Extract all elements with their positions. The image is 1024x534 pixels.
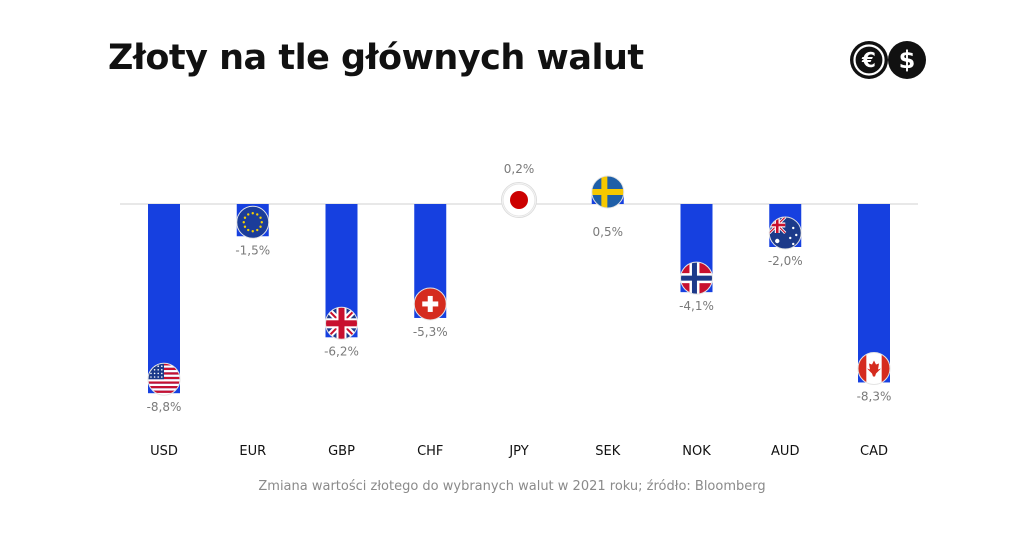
svg-text:$: $	[899, 46, 916, 74]
flag-ring	[680, 261, 713, 295]
norway-flag-icon	[680, 262, 713, 295]
canada-flag-icon	[858, 352, 890, 385]
flag-ring	[147, 362, 181, 396]
uk-flag-icon	[325, 307, 358, 340]
value-label-eur: -1,5%	[235, 243, 270, 257]
japan-flag-icon	[503, 184, 535, 216]
chart-footnote: Zmiana wartości złotego do wybranych wal…	[258, 479, 766, 494]
flag-ring	[413, 287, 447, 321]
flag-ring	[591, 175, 625, 209]
category-label-chf: CHF	[417, 444, 443, 459]
category-label-nok: NOK	[682, 444, 711, 459]
category-label-cad: CAD	[860, 444, 888, 459]
eu-flag-icon	[236, 206, 269, 239]
category-label-jpy: JPY	[508, 444, 528, 459]
value-label-sek: 0,5%	[593, 225, 624, 239]
currency-euro-dollar-icon: € $	[850, 41, 926, 79]
category-label-gbp: GBP	[328, 444, 355, 459]
chart-title: Złoty na tle głównych walut	[108, 38, 644, 78]
flag-ring	[325, 306, 358, 340]
flag-ring	[236, 205, 270, 239]
swiss-flag-icon	[414, 287, 447, 320]
value-label-cad: -8,3%	[857, 389, 892, 403]
flag-ring	[857, 351, 891, 385]
bar-usd	[148, 204, 180, 394]
flag-ring	[502, 183, 536, 217]
value-label-chf: -5,3%	[413, 325, 448, 339]
sweden-flag-icon	[591, 176, 624, 208]
category-label-eur: EUR	[239, 444, 266, 459]
value-label-aud: -2,0%	[768, 254, 803, 268]
value-label-usd: -8,8%	[147, 400, 182, 414]
flag-ring	[768, 216, 802, 250]
category-label-aud: AUD	[771, 444, 799, 459]
category-label-sek: SEK	[595, 444, 620, 459]
category-label-usd: USD	[150, 444, 178, 459]
value-label-jpy: 0,2%	[504, 162, 535, 176]
svg-text:€: €	[861, 48, 876, 72]
value-label-nok: -4,1%	[679, 299, 714, 313]
value-label-gbp: -6,2%	[324, 344, 359, 358]
